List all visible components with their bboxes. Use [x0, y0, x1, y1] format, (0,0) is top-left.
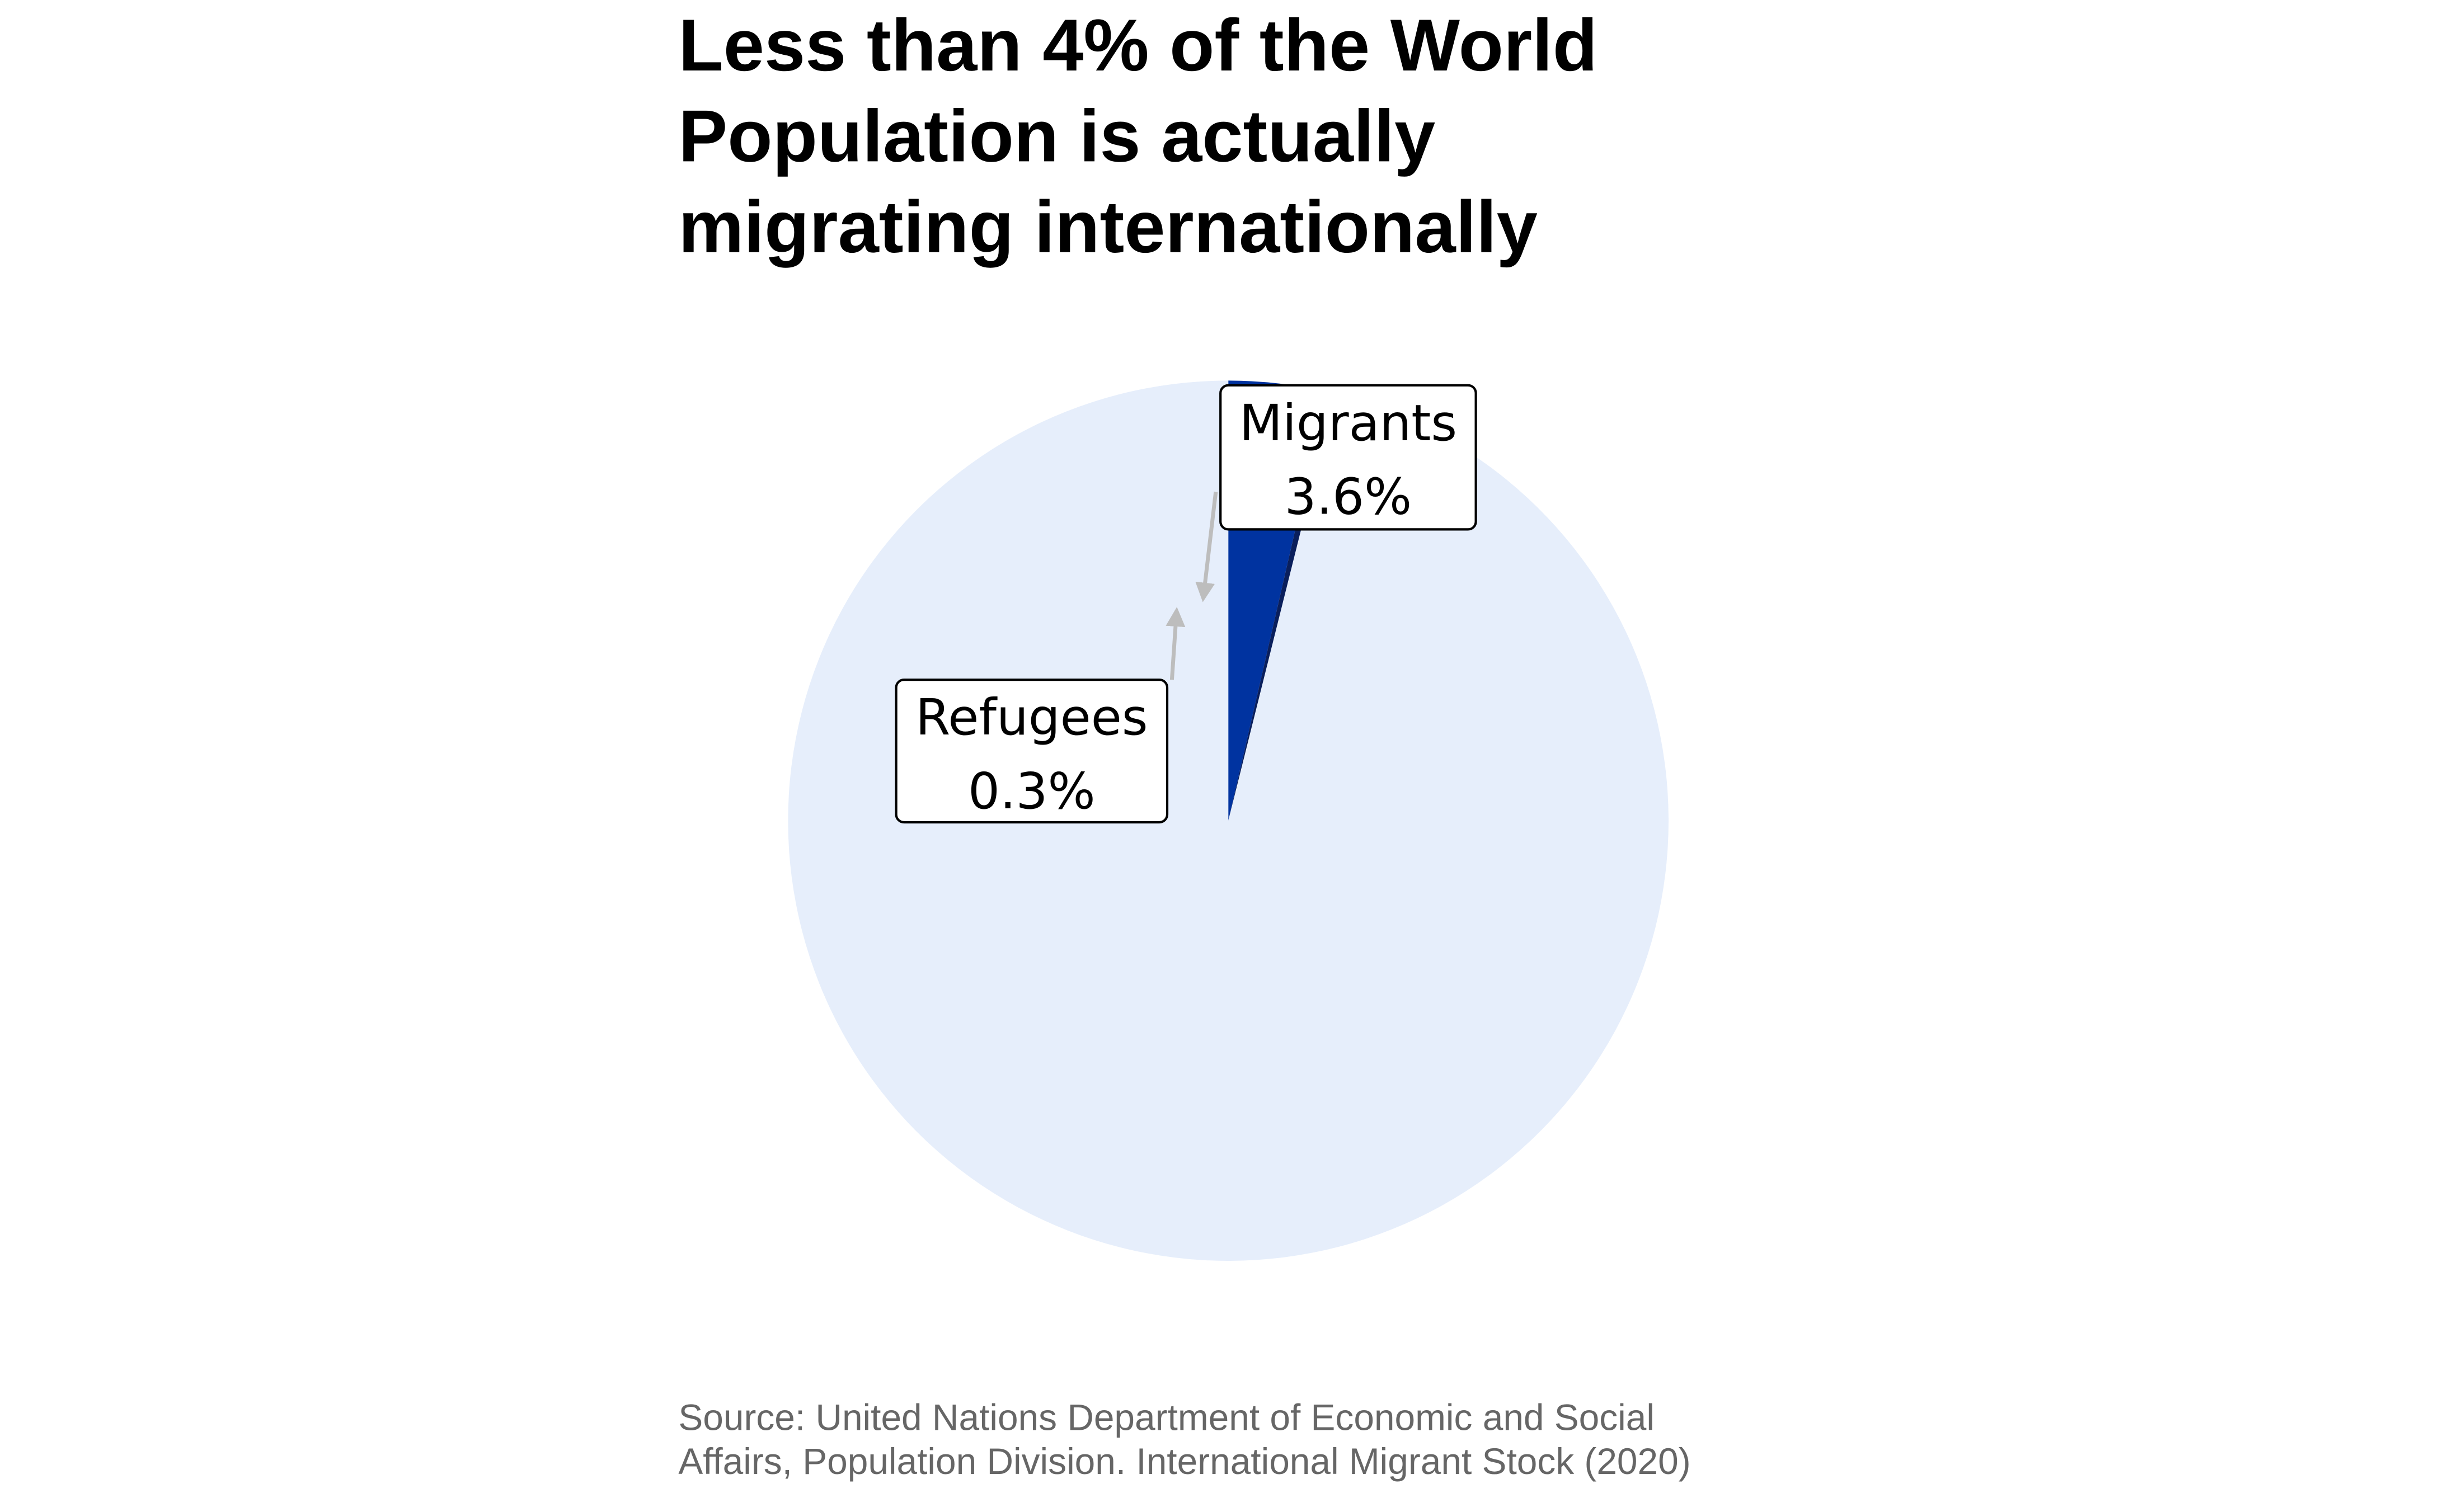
slice-value-migrants: 3.6%: [1285, 468, 1412, 526]
source-line: Source: United Nations Department of Eco…: [678, 1397, 1655, 1438]
annotation-arrow-migrants: [1195, 491, 1218, 602]
slice-label-migrants: Migrants: [1239, 394, 1457, 453]
pie-slice-rest: [788, 380, 1669, 1261]
label-box-migrants: [1219, 384, 1477, 531]
chart-title: Less than 4% of the World Population is …: [678, 0, 1775, 272]
source-line: Affairs, Population Division. Internatio…: [678, 1441, 1691, 1482]
chart-title-line: migrating internationally: [678, 185, 1538, 268]
slice-label-refugees: Refugees: [915, 689, 1148, 747]
label-box-refugees: [895, 679, 1169, 824]
slice-value-refugees: 0.3%: [968, 762, 1096, 821]
chart-source: Source: United Nations Department of Eco…: [678, 1396, 1869, 1483]
chart-title-line: Population is actually: [678, 94, 1436, 177]
chart-title-line: Less than 4% of the World: [678, 3, 1598, 86]
annotation-arrow-refugees: [1166, 607, 1186, 680]
